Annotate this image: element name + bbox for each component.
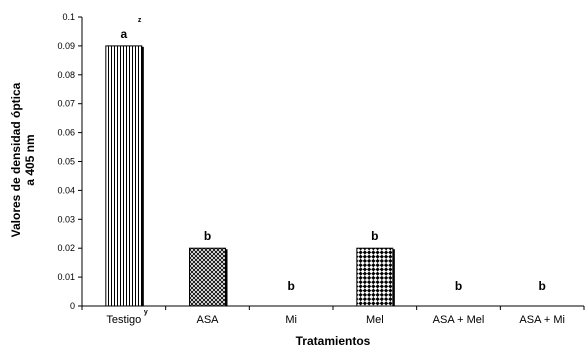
significance-label: b — [204, 229, 211, 243]
y-axis-title-line1: Valores de densidad óptica — [9, 82, 23, 237]
bar-asa — [189, 247, 226, 307]
category-label: ASA — [196, 314, 219, 326]
significance-label: b — [371, 229, 378, 243]
y-tick-label: 0.06 — [57, 128, 75, 138]
y-tick-label: 0 — [70, 301, 75, 311]
significance-label: b — [538, 279, 545, 293]
y-tick-label: 0.05 — [57, 157, 75, 167]
category-label: Mi — [285, 314, 297, 326]
y-axis-title-line2: a 405 nm — [23, 134, 37, 185]
y-tick-label: 0.04 — [57, 185, 75, 195]
y-tick-label: 0.07 — [57, 99, 75, 109]
bars — [105, 45, 395, 307]
superscript-z: z — [138, 17, 142, 24]
y-tick-label: 0.03 — [57, 214, 75, 224]
x-axis — [81, 305, 585, 310]
category-labels: Testigo ASA Mi Mel ASA + Mel ASA + Mi — [106, 314, 565, 326]
category-label: Testigo — [106, 314, 141, 326]
significance-label: b — [287, 279, 294, 293]
superscript-y: y — [144, 309, 148, 316]
y-tick-label: 0.08 — [57, 70, 75, 80]
y-tick-label: 0.09 — [57, 41, 75, 51]
bar-mel — [356, 247, 394, 307]
bar-testigo — [105, 45, 143, 307]
y-tick-label: 0.1 — [62, 12, 75, 22]
significance-label: b — [455, 279, 462, 293]
y-tick-label: 0.02 — [57, 243, 75, 253]
category-label: ASA + Mel — [433, 314, 485, 326]
y-tick-label: 0.01 — [57, 272, 75, 282]
category-label: ASA + Mi — [519, 314, 565, 326]
y-axis: 0 0.01 0.02 0.03 0.04 0.05 0.06 0.07 0.08 0.09 0.1 — [57, 12, 83, 311]
significance-label: a — [120, 27, 127, 41]
y-axis-title: Valores de densidad óptica a 405 nm — [9, 82, 37, 237]
significance-labels: a b b b b b z y — [120, 17, 545, 316]
x-axis-title: Tratamientos — [296, 334, 371, 348]
category-label: Mel — [366, 314, 384, 326]
